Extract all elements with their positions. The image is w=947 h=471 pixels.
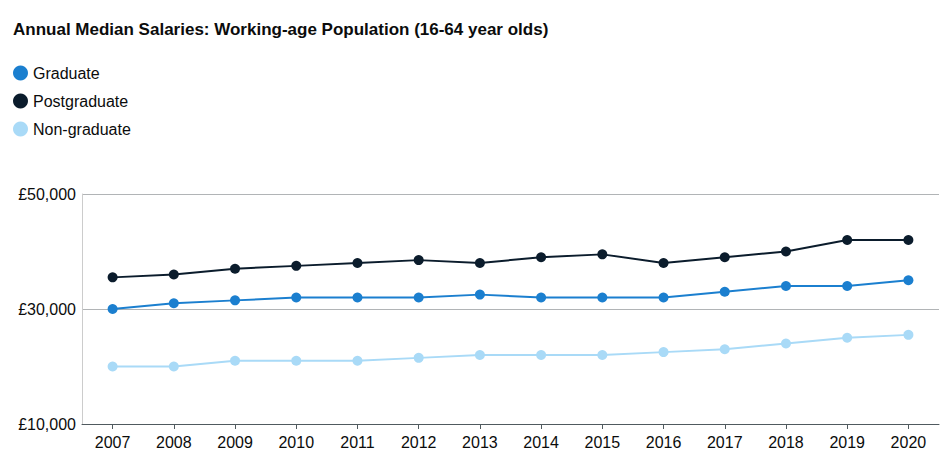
svg-text:2016: 2016	[646, 434, 682, 451]
svg-text:Postgraduate: Postgraduate	[33, 93, 128, 110]
svg-text:2010: 2010	[278, 434, 314, 451]
svg-text:2017: 2017	[707, 434, 743, 451]
svg-text:Graduate: Graduate	[33, 65, 100, 82]
svg-text:2011: 2011	[340, 434, 375, 451]
svg-text:Non-graduate: Non-graduate	[33, 121, 131, 138]
svg-text:£50,000: £50,000	[18, 186, 76, 203]
svg-text:2018: 2018	[768, 434, 804, 451]
svg-text:2019: 2019	[829, 434, 865, 451]
svg-text:£10,000: £10,000	[18, 416, 76, 433]
svg-text:2013: 2013	[462, 434, 498, 451]
svg-text:2012: 2012	[401, 434, 437, 451]
svg-text:2014: 2014	[523, 434, 559, 451]
svg-text:2008: 2008	[156, 434, 192, 451]
svg-text:2009: 2009	[217, 434, 253, 451]
svg-text:2007: 2007	[95, 434, 131, 451]
svg-text:2020: 2020	[891, 434, 927, 451]
svg-text:Annual Median Salaries: Workin: Annual Median Salaries: Working-age Popu…	[13, 20, 548, 39]
svg-text:£30,000: £30,000	[18, 301, 76, 318]
svg-text:2015: 2015	[585, 434, 621, 451]
